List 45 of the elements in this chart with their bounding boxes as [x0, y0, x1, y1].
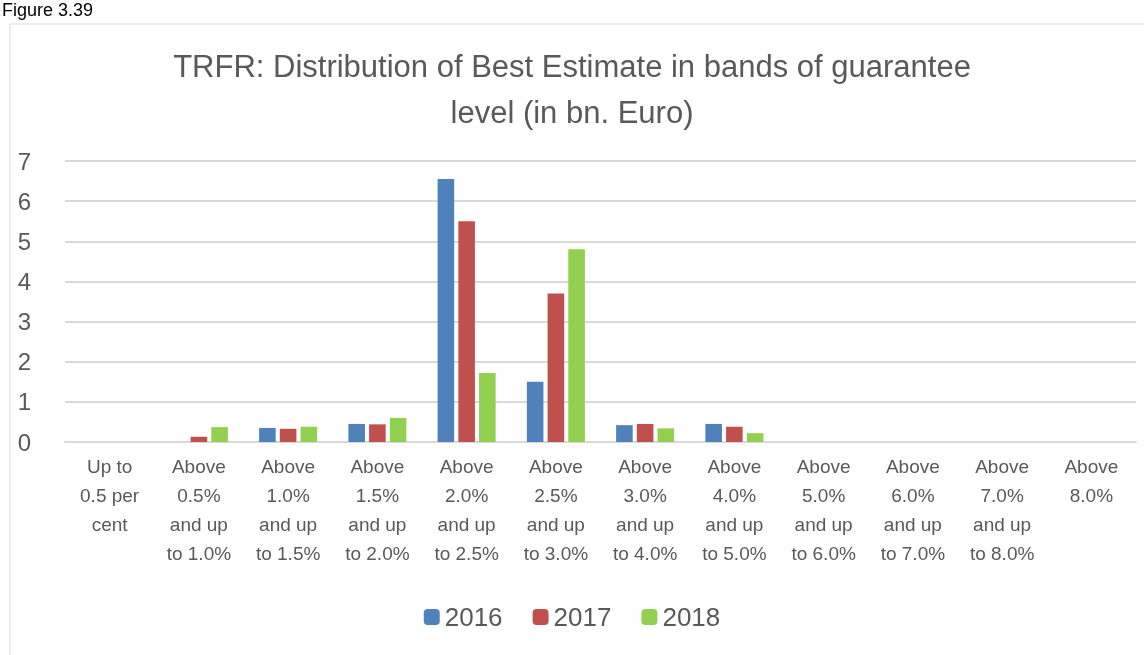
chart-title: TRFR: Distribution of Best Estimate in bands of guarantee level (in bn. Euro) — [173, 48, 971, 130]
x-tick-label: Above 4.0% and up to 5.0% — [702, 456, 767, 564]
bar — [458, 221, 475, 442]
y-tick-label: 4 — [17, 267, 31, 295]
bar — [369, 424, 386, 442]
x-tick-label: Up to 0.5 per cent — [80, 456, 140, 535]
bar — [437, 179, 455, 442]
legend-label: 2017 — [553, 602, 612, 632]
bar — [211, 427, 228, 442]
legend-label: 2016 — [444, 602, 503, 632]
bar — [348, 423, 365, 442]
x-tick-label: Above 8.0% — [1064, 456, 1119, 506]
y-tick-label: 7 — [17, 147, 31, 175]
bar — [259, 427, 276, 442]
x-tick-label: Above 7.0% and up to 8.0% — [969, 456, 1035, 564]
y-tick-label: 2 — [17, 348, 31, 376]
x-tick-label: Above 0.5% and up to 1.0% — [166, 456, 232, 564]
bar — [279, 428, 297, 442]
y-tick-label: 6 — [17, 187, 31, 215]
bar — [746, 433, 764, 442]
bar — [190, 436, 208, 442]
caption: Figure 3.39 — [2, 0, 94, 20]
x-tick-label: Above 3.0% and up to 4.0% — [612, 456, 678, 564]
bar — [300, 426, 318, 442]
x-tick-label: Above 6.0% and up to 7.0% — [880, 456, 946, 564]
x-tick-label: Above 2.5% and up to 3.0% — [523, 456, 589, 564]
x-tick-label: Above 2.0% and up to 2.5% — [434, 456, 499, 564]
bar — [547, 293, 565, 442]
bar — [705, 423, 722, 442]
bar — [389, 417, 407, 442]
bar — [636, 423, 654, 442]
legend-label: 2018 — [662, 602, 721, 632]
y-tick-label: 0 — [17, 428, 31, 456]
bar — [568, 249, 585, 442]
y-tick-label: 5 — [17, 227, 31, 255]
bar — [479, 372, 496, 442]
y-tick-label: 1 — [17, 388, 31, 416]
y-tick-label: 3 — [17, 308, 31, 336]
bar — [657, 428, 675, 442]
x-tick-label: Above 1.0% and up to 1.5% — [255, 456, 321, 564]
bar — [616, 425, 633, 442]
x-tick-label: Above 1.5% and up to 2.0% — [345, 456, 410, 564]
bar — [526, 381, 544, 442]
bar — [726, 426, 743, 442]
x-tick-label: Above 5.0% and up to 6.0% — [791, 456, 856, 564]
